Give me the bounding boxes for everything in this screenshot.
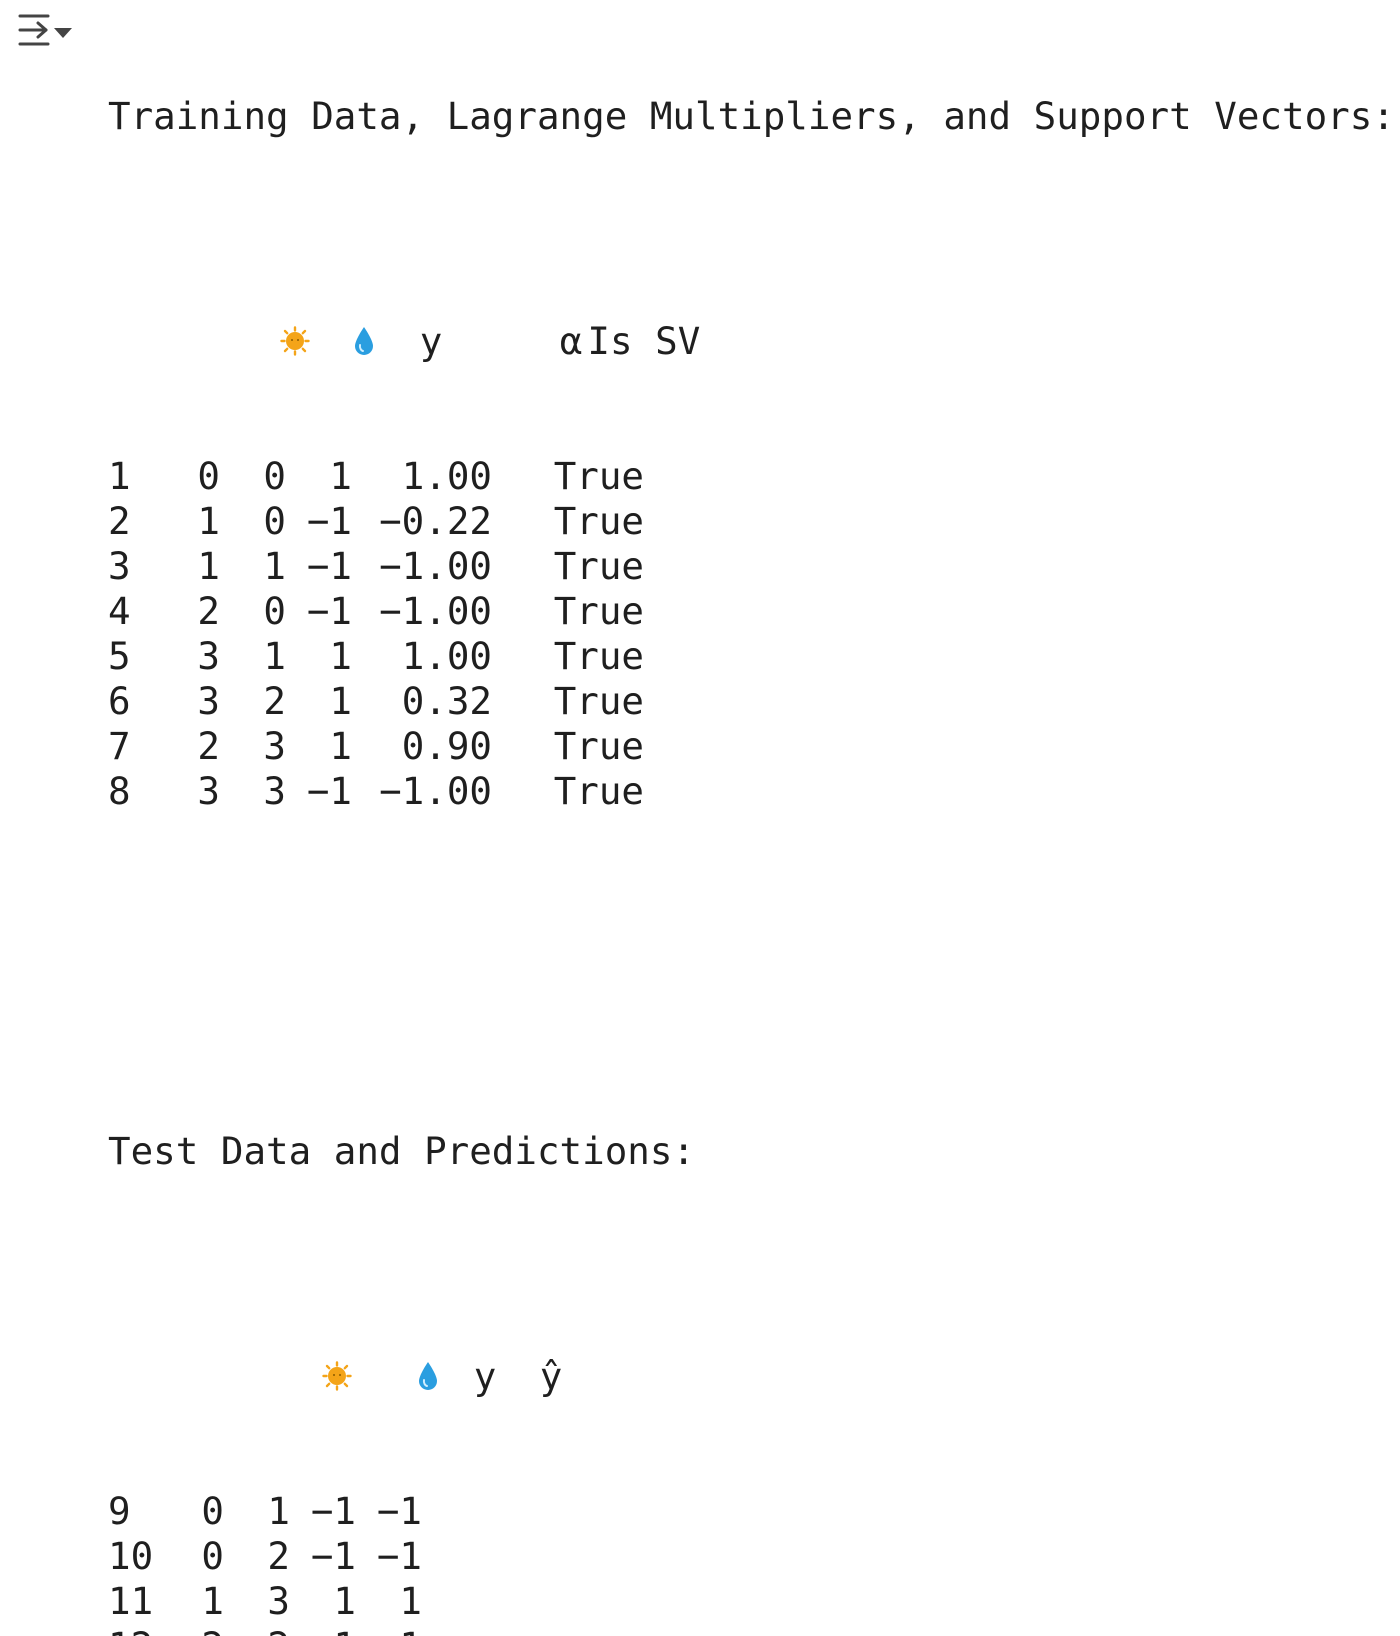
header-y: y — [419, 319, 443, 363]
test-title: Test Data and Predictions: — [108, 1129, 695, 1173]
cell-output: Training Data, Lagrange Multipliers, and… — [108, 4, 1395, 1636]
test-row: 10 0 2 −1 −1 — [108, 1534, 1388, 1579]
training-row: 1 0 0 1 1.00 True — [108, 454, 1388, 499]
is-sv-value: True — [553, 679, 644, 723]
header-is-sv: Is SV — [587, 319, 701, 363]
y-hat-value: −1 — [376, 1534, 422, 1578]
sun-value: 1 — [201, 1579, 224, 1623]
alpha-value: 0.32 — [401, 679, 492, 723]
alpha-value: 1.00 — [401, 634, 492, 678]
y-value: −1 — [306, 769, 352, 813]
sun-value: 1 — [197, 544, 220, 588]
row-index: 4 — [108, 589, 131, 633]
test-row: 9 0 1 −1 −1 — [108, 1489, 1388, 1534]
header-alpha: α — [559, 319, 583, 363]
droplet-emoji-icon — [310, 319, 376, 364]
training-row: 6 3 2 1 0.32 True — [108, 679, 1388, 724]
sun-emoji-icon — [242, 319, 311, 364]
alpha-value: −1.00 — [379, 544, 492, 588]
row-index: 8 — [108, 769, 131, 813]
is-sv-value: True — [553, 769, 644, 813]
training-row: 5 3 1 1 1.00 True — [108, 634, 1388, 679]
row-index: 6 — [108, 679, 131, 723]
training-header-row: y α Is SV — [108, 274, 1388, 363]
drop-value: 0 — [263, 589, 286, 633]
y-value: 1 — [329, 724, 352, 768]
sun-value: 0 — [201, 1489, 224, 1533]
drop-value: 3 — [263, 769, 286, 813]
sun-emoji-icon — [264, 1354, 353, 1399]
alpha-value: −1.00 — [379, 769, 492, 813]
row-index: 5 — [108, 634, 131, 678]
drop-value: 2 — [263, 679, 286, 723]
row-index: 9 — [108, 1489, 131, 1533]
is-sv-value: True — [553, 634, 644, 678]
header-y-hat: ŷ — [539, 1354, 563, 1398]
sun-value: 0 — [197, 454, 220, 498]
is-sv-value: True — [553, 589, 644, 633]
y-value: −1 — [310, 1489, 356, 1533]
row-index: 7 — [108, 724, 131, 768]
row-index: 2 — [108, 499, 131, 543]
row-index: 12 — [108, 1624, 174, 1636]
sun-value: 3 — [197, 769, 220, 813]
y-value: 1 — [290, 1624, 356, 1636]
alpha-value: −0.22 — [379, 499, 492, 543]
sun-value: 2 — [197, 724, 220, 768]
y-value: 1 — [329, 454, 352, 498]
training-row: 2 1 0 −1 −0.22 True — [108, 499, 1388, 544]
drop-value: 2 — [224, 1624, 290, 1636]
droplet-emoji-icon — [352, 1354, 440, 1399]
drop-value: 2 — [267, 1534, 290, 1578]
y-hat-value: 1 — [356, 1624, 422, 1636]
drop-value: 1 — [267, 1489, 290, 1533]
test-row: 122211 — [108, 1624, 1388, 1636]
y-value: 1 — [333, 1579, 356, 1623]
drop-value: 1 — [263, 544, 286, 588]
y-value: 1 — [329, 634, 352, 678]
alpha-value: 1.00 — [401, 454, 492, 498]
is-sv-value: True — [553, 499, 644, 543]
y-hat-value: −1 — [376, 1489, 422, 1533]
training-row: 8 3 3 −1 −1.00 True — [108, 769, 1388, 814]
training-title: Training Data, Lagrange Multipliers, and… — [108, 94, 1395, 138]
drop-value: 1 — [263, 634, 286, 678]
y-value: −1 — [306, 499, 352, 543]
drop-value: 3 — [263, 724, 286, 768]
y-hat-value: 1 — [399, 1579, 422, 1623]
header-y: y — [473, 1354, 497, 1398]
sun-value: 2 — [174, 1624, 224, 1636]
training-row: 3 1 1 −1 −1.00 True — [108, 544, 1388, 589]
sun-value: 1 — [197, 499, 220, 543]
alpha-value: 0.90 — [401, 724, 492, 768]
is-sv-value: True — [553, 724, 644, 768]
is-sv-value: True — [553, 454, 644, 498]
sun-value: 0 — [201, 1534, 224, 1578]
row-index: 11 — [108, 1579, 154, 1623]
row-index: 10 — [108, 1534, 154, 1578]
drop-value: 0 — [263, 499, 286, 543]
is-sv-value: True — [553, 544, 644, 588]
sun-value: 3 — [197, 634, 220, 678]
output-collapse-icon[interactable] — [18, 10, 76, 52]
y-value: 1 — [329, 679, 352, 723]
y-value: −1 — [306, 589, 352, 633]
alpha-value: −1.00 — [379, 589, 492, 633]
training-row: 7 2 3 1 0.90 True — [108, 724, 1388, 769]
training-row: 4 2 0 −1 −1.00 True — [108, 589, 1388, 634]
sun-value: 3 — [197, 679, 220, 723]
drop-value: 3 — [267, 1579, 290, 1623]
sun-value: 2 — [197, 589, 220, 633]
y-value: −1 — [306, 544, 352, 588]
drop-value: 0 — [263, 454, 286, 498]
row-index: 3 — [108, 544, 131, 588]
test-row: 11 1 3 1 1 — [108, 1579, 1388, 1624]
y-value: −1 — [310, 1534, 356, 1578]
row-index: 1 — [108, 454, 131, 498]
